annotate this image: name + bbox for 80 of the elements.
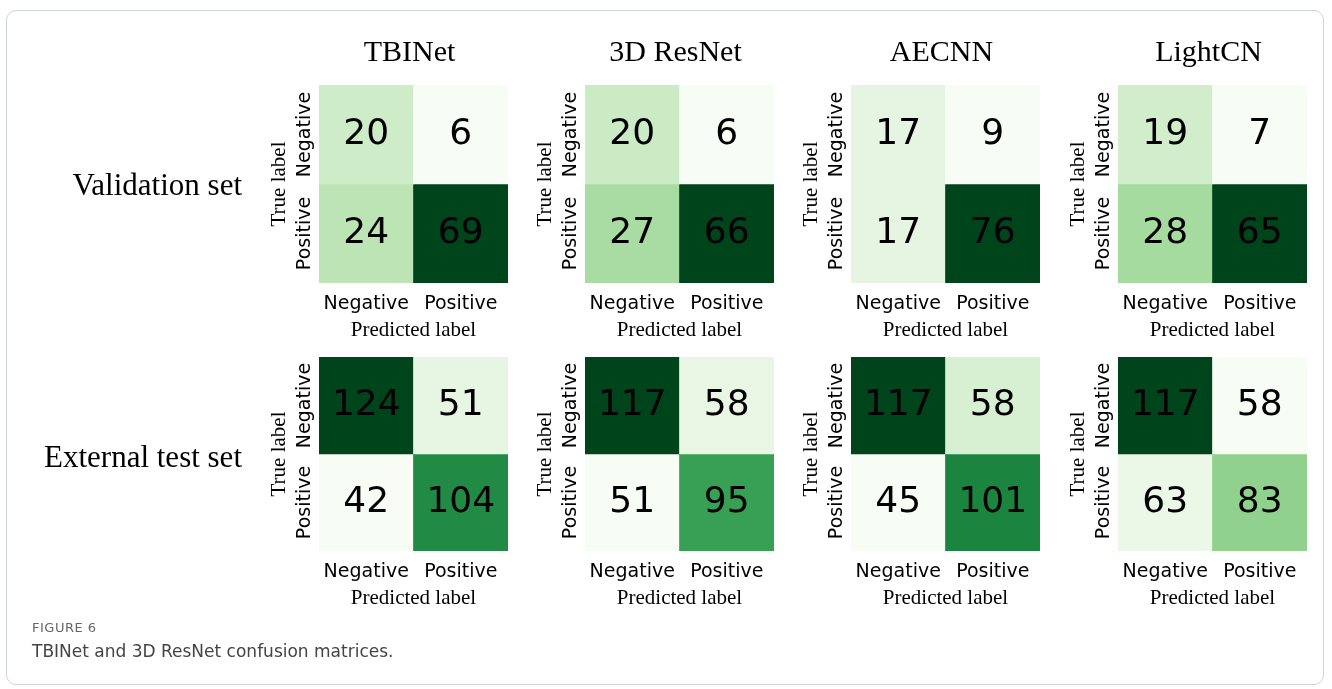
data-label: 76: [969, 209, 1016, 251]
x-axis-title: Predicted label: [1149, 584, 1276, 609]
data-label: 66: [703, 209, 750, 251]
y-tick-label: Negative: [291, 362, 314, 449]
data-label: 6: [715, 110, 739, 152]
x-tick-label: Positive: [690, 291, 764, 314]
data-label: 117: [1130, 381, 1200, 423]
y-tick-label: Negative: [557, 91, 580, 178]
data-label: 42: [343, 478, 390, 520]
y-axis-title: True label: [797, 411, 822, 497]
y-axis-title: True label: [531, 141, 556, 227]
x-axis-title: Predicted label: [1149, 316, 1276, 341]
y-tick-label: Negative: [291, 91, 314, 178]
chart-title: 3D ResNet: [609, 33, 743, 67]
data-label: 58: [969, 381, 1016, 423]
x-tick-label: Negative: [589, 291, 675, 314]
data-label: 101: [958, 478, 1028, 520]
data-label: 117: [597, 381, 667, 423]
data-label: 27: [609, 209, 656, 251]
data-label: 69: [437, 209, 484, 251]
data-label: 124: [331, 381, 401, 423]
y-axis-title: True label: [797, 141, 822, 227]
data-label: 6: [449, 110, 473, 152]
x-tick-label: Negative: [323, 559, 409, 582]
y-axis-title: True label: [531, 411, 556, 497]
x-tick-label: Positive: [424, 559, 498, 582]
y-tick-label: Negative: [823, 91, 846, 178]
data-label: 45: [875, 478, 922, 520]
y-tick-label: Negative: [557, 362, 580, 449]
data-label: 17: [875, 209, 922, 251]
x-tick-label: Negative: [855, 291, 941, 314]
x-tick-label: Negative: [1122, 291, 1208, 314]
data-label: 51: [609, 478, 656, 520]
chart-title: AECNN: [889, 33, 994, 67]
text: TBINet and 3D ResNet confusion matrices.: [32, 641, 394, 661]
x-axis-title: Predicted label: [882, 316, 1009, 341]
data-label: 20: [609, 110, 656, 152]
x-axis-title: Predicted label: [350, 584, 477, 609]
text: Validation set: [72, 167, 242, 203]
chart-title: LightCN: [1155, 33, 1262, 67]
data-label: 24: [343, 209, 390, 251]
data-label: 95: [703, 478, 750, 520]
x-axis-title: Predicted label: [882, 584, 1009, 609]
y-tick-label: Negative: [823, 362, 846, 449]
data-label: 65: [1236, 209, 1283, 251]
text: FIGURE 6: [32, 620, 98, 635]
data-label: 19: [1142, 110, 1189, 152]
x-tick-label: Positive: [956, 559, 1030, 582]
y-axis-title: True label: [1064, 411, 1089, 497]
data-label: 9: [981, 110, 1005, 152]
x-tick-label: Negative: [323, 291, 409, 314]
y-axis-title: True label: [265, 411, 290, 497]
x-tick-label: Negative: [589, 559, 675, 582]
data-label: 58: [703, 381, 750, 423]
text: External test set: [44, 439, 242, 475]
data-label: 17: [875, 110, 922, 152]
x-axis-title: Predicted label: [350, 316, 477, 341]
x-tick-label: Positive: [1223, 559, 1297, 582]
data-label: 28: [1142, 209, 1189, 251]
x-axis-title: Predicted label: [616, 316, 743, 341]
data-label: 104: [426, 478, 496, 520]
y-axis-title: True label: [1064, 141, 1089, 227]
x-axis-title: Predicted label: [616, 584, 743, 609]
data-label: 63: [1142, 478, 1189, 520]
x-tick-label: Negative: [1122, 559, 1208, 582]
data-label: 7: [1248, 110, 1272, 152]
y-tick-label: Negative: [1090, 362, 1113, 449]
data-label: 83: [1236, 478, 1283, 520]
data-label: 117: [863, 381, 933, 423]
x-tick-label: Positive: [956, 291, 1030, 314]
chart-title: TBINet: [363, 33, 456, 67]
x-tick-label: Positive: [690, 559, 764, 582]
data-label: 20: [343, 110, 390, 152]
x-tick-label: Positive: [424, 291, 498, 314]
x-tick-label: Negative: [855, 559, 941, 582]
x-tick-label: Positive: [1223, 291, 1297, 314]
y-axis-title: True label: [265, 141, 290, 227]
data-label: 58: [1236, 381, 1283, 423]
y-tick-label: Negative: [1090, 91, 1113, 178]
data-label: 51: [437, 381, 484, 423]
